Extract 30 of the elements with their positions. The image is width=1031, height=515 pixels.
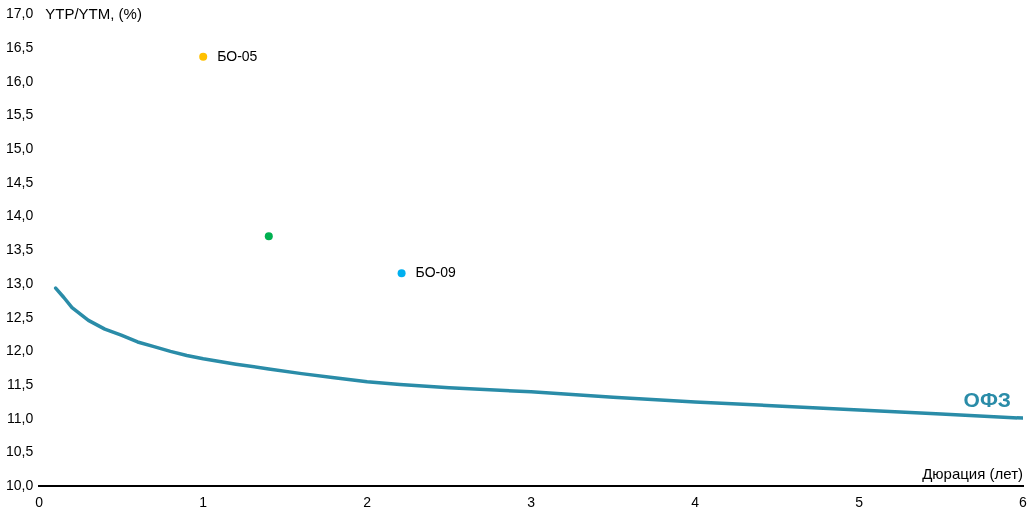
x-tick-label: 6 bbox=[1019, 494, 1028, 511]
x-tick-label: 0 bbox=[35, 494, 44, 511]
y-tick-label: 14,0 bbox=[6, 207, 34, 224]
y-tick-label: 10,5 bbox=[6, 443, 34, 460]
x-tick-label: 2 bbox=[363, 494, 372, 511]
point bbox=[397, 269, 406, 278]
point bbox=[264, 232, 273, 241]
annotation: БО-05 bbox=[217, 47, 258, 64]
y-tick-label: 12,0 bbox=[6, 342, 34, 359]
y-tick-label: 16,5 bbox=[6, 38, 34, 55]
y-axis-title: YTP/YTM, (%) bbox=[45, 4, 142, 22]
y-tick-label: 10,0 bbox=[6, 477, 34, 494]
y-tick-label: 17,0 bbox=[6, 5, 34, 22]
y-tick-label: 14,5 bbox=[6, 173, 34, 190]
x-tick-label: 4 bbox=[691, 494, 700, 511]
series-label: ОФЗ bbox=[963, 388, 1011, 412]
x-tick-label: 3 bbox=[527, 494, 536, 511]
y-tick-label: 15,0 bbox=[6, 140, 34, 157]
x-tick-label: 5 bbox=[855, 494, 864, 511]
y-tick-label: 13,0 bbox=[6, 274, 34, 291]
y-tick-label: 12,5 bbox=[6, 308, 34, 325]
y-tick-label: 11,5 bbox=[7, 375, 34, 392]
annotation: БО-09 bbox=[415, 264, 456, 281]
y-tick-label: 13,5 bbox=[6, 241, 34, 258]
x-tick-label: 1 bbox=[199, 494, 208, 511]
y-tick-label: 11,0 bbox=[7, 409, 34, 426]
y-tick-label: 16,0 bbox=[6, 72, 34, 89]
y-tick-label: 15,5 bbox=[6, 106, 34, 123]
x-axis-title: Дюрация (лет) bbox=[922, 464, 1023, 482]
point bbox=[199, 52, 208, 61]
